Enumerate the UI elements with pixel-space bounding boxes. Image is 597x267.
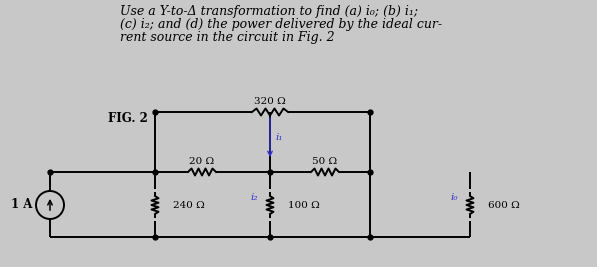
Text: i₀: i₀ [451,193,458,202]
Text: 320 Ω: 320 Ω [254,96,286,105]
Text: Use a Y-to-Δ transformation to find (a) i₀; (b) i₁;: Use a Y-to-Δ transformation to find (a) … [120,5,418,18]
Text: 240 Ω: 240 Ω [173,201,205,210]
Text: rent source in the circuit in Fig. 2: rent source in the circuit in Fig. 2 [120,31,335,44]
Text: 600 Ω: 600 Ω [488,201,520,210]
Text: (c) i₂; and (d) the power delivered by the ideal cur-: (c) i₂; and (d) the power delivered by t… [120,18,442,31]
Text: 50 Ω: 50 Ω [312,156,337,166]
Text: i₂: i₂ [251,193,258,202]
Text: 100 Ω: 100 Ω [288,201,320,210]
Text: 1 A: 1 A [11,198,32,211]
Text: 20 Ω: 20 Ω [189,156,214,166]
Text: FIG. 2: FIG. 2 [108,112,148,125]
Text: i₁: i₁ [275,134,282,143]
